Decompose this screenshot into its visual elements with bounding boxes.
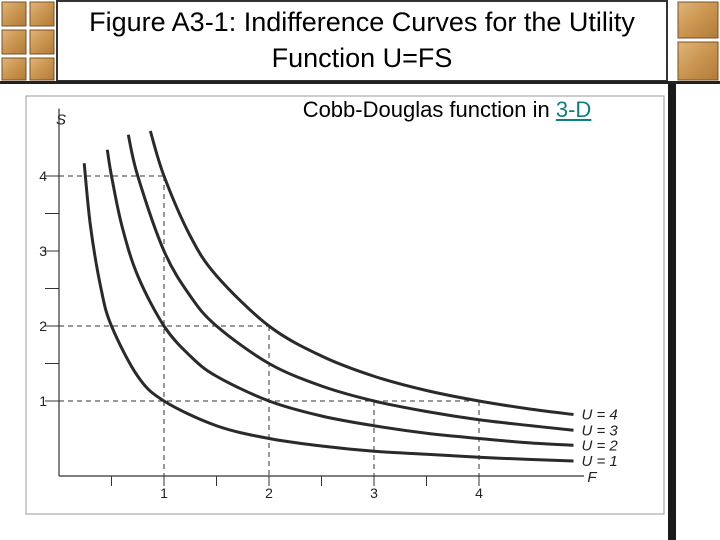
curve-label: U = 1 [582, 453, 618, 470]
link-prefix: Cobb-Douglas function in [302, 97, 556, 122]
x-tick-label: 3 [370, 485, 378, 501]
x-tick-label: 1 [160, 485, 168, 501]
indifference-curve [105, 149, 574, 447]
x-tick-label: 4 [475, 485, 483, 501]
curve-label: U = 2 [582, 437, 619, 454]
y-tick-label: 3 [39, 243, 47, 259]
indifference-curve [148, 130, 574, 416]
wood-right [677, 1, 719, 81]
link[interactable]: 3-D [555, 97, 592, 122]
y-tick-label: 4 [39, 168, 47, 184]
link-text: Cobb-Douglas function in 3-D [277, 94, 617, 126]
y-tick-label: 2 [39, 318, 47, 334]
indifference-curve [126, 134, 574, 432]
y-tick-label: 1 [39, 393, 47, 409]
x-tick-label: 2 [265, 485, 273, 501]
title-rule [0, 81, 720, 84]
indifference-curve [82, 163, 574, 463]
title-box [56, 0, 668, 82]
figure-frame [25, 95, 665, 515]
slide-title: Figure A3-1: Indifference Curves for the… [89, 7, 635, 73]
x-axis-label: F [587, 469, 597, 486]
curve-label: U = 4 [582, 407, 618, 424]
y-axis-label: S [56, 112, 66, 129]
wood-left [1, 1, 55, 81]
side-bar [668, 84, 676, 540]
curve-label: U = 3 [582, 422, 619, 439]
